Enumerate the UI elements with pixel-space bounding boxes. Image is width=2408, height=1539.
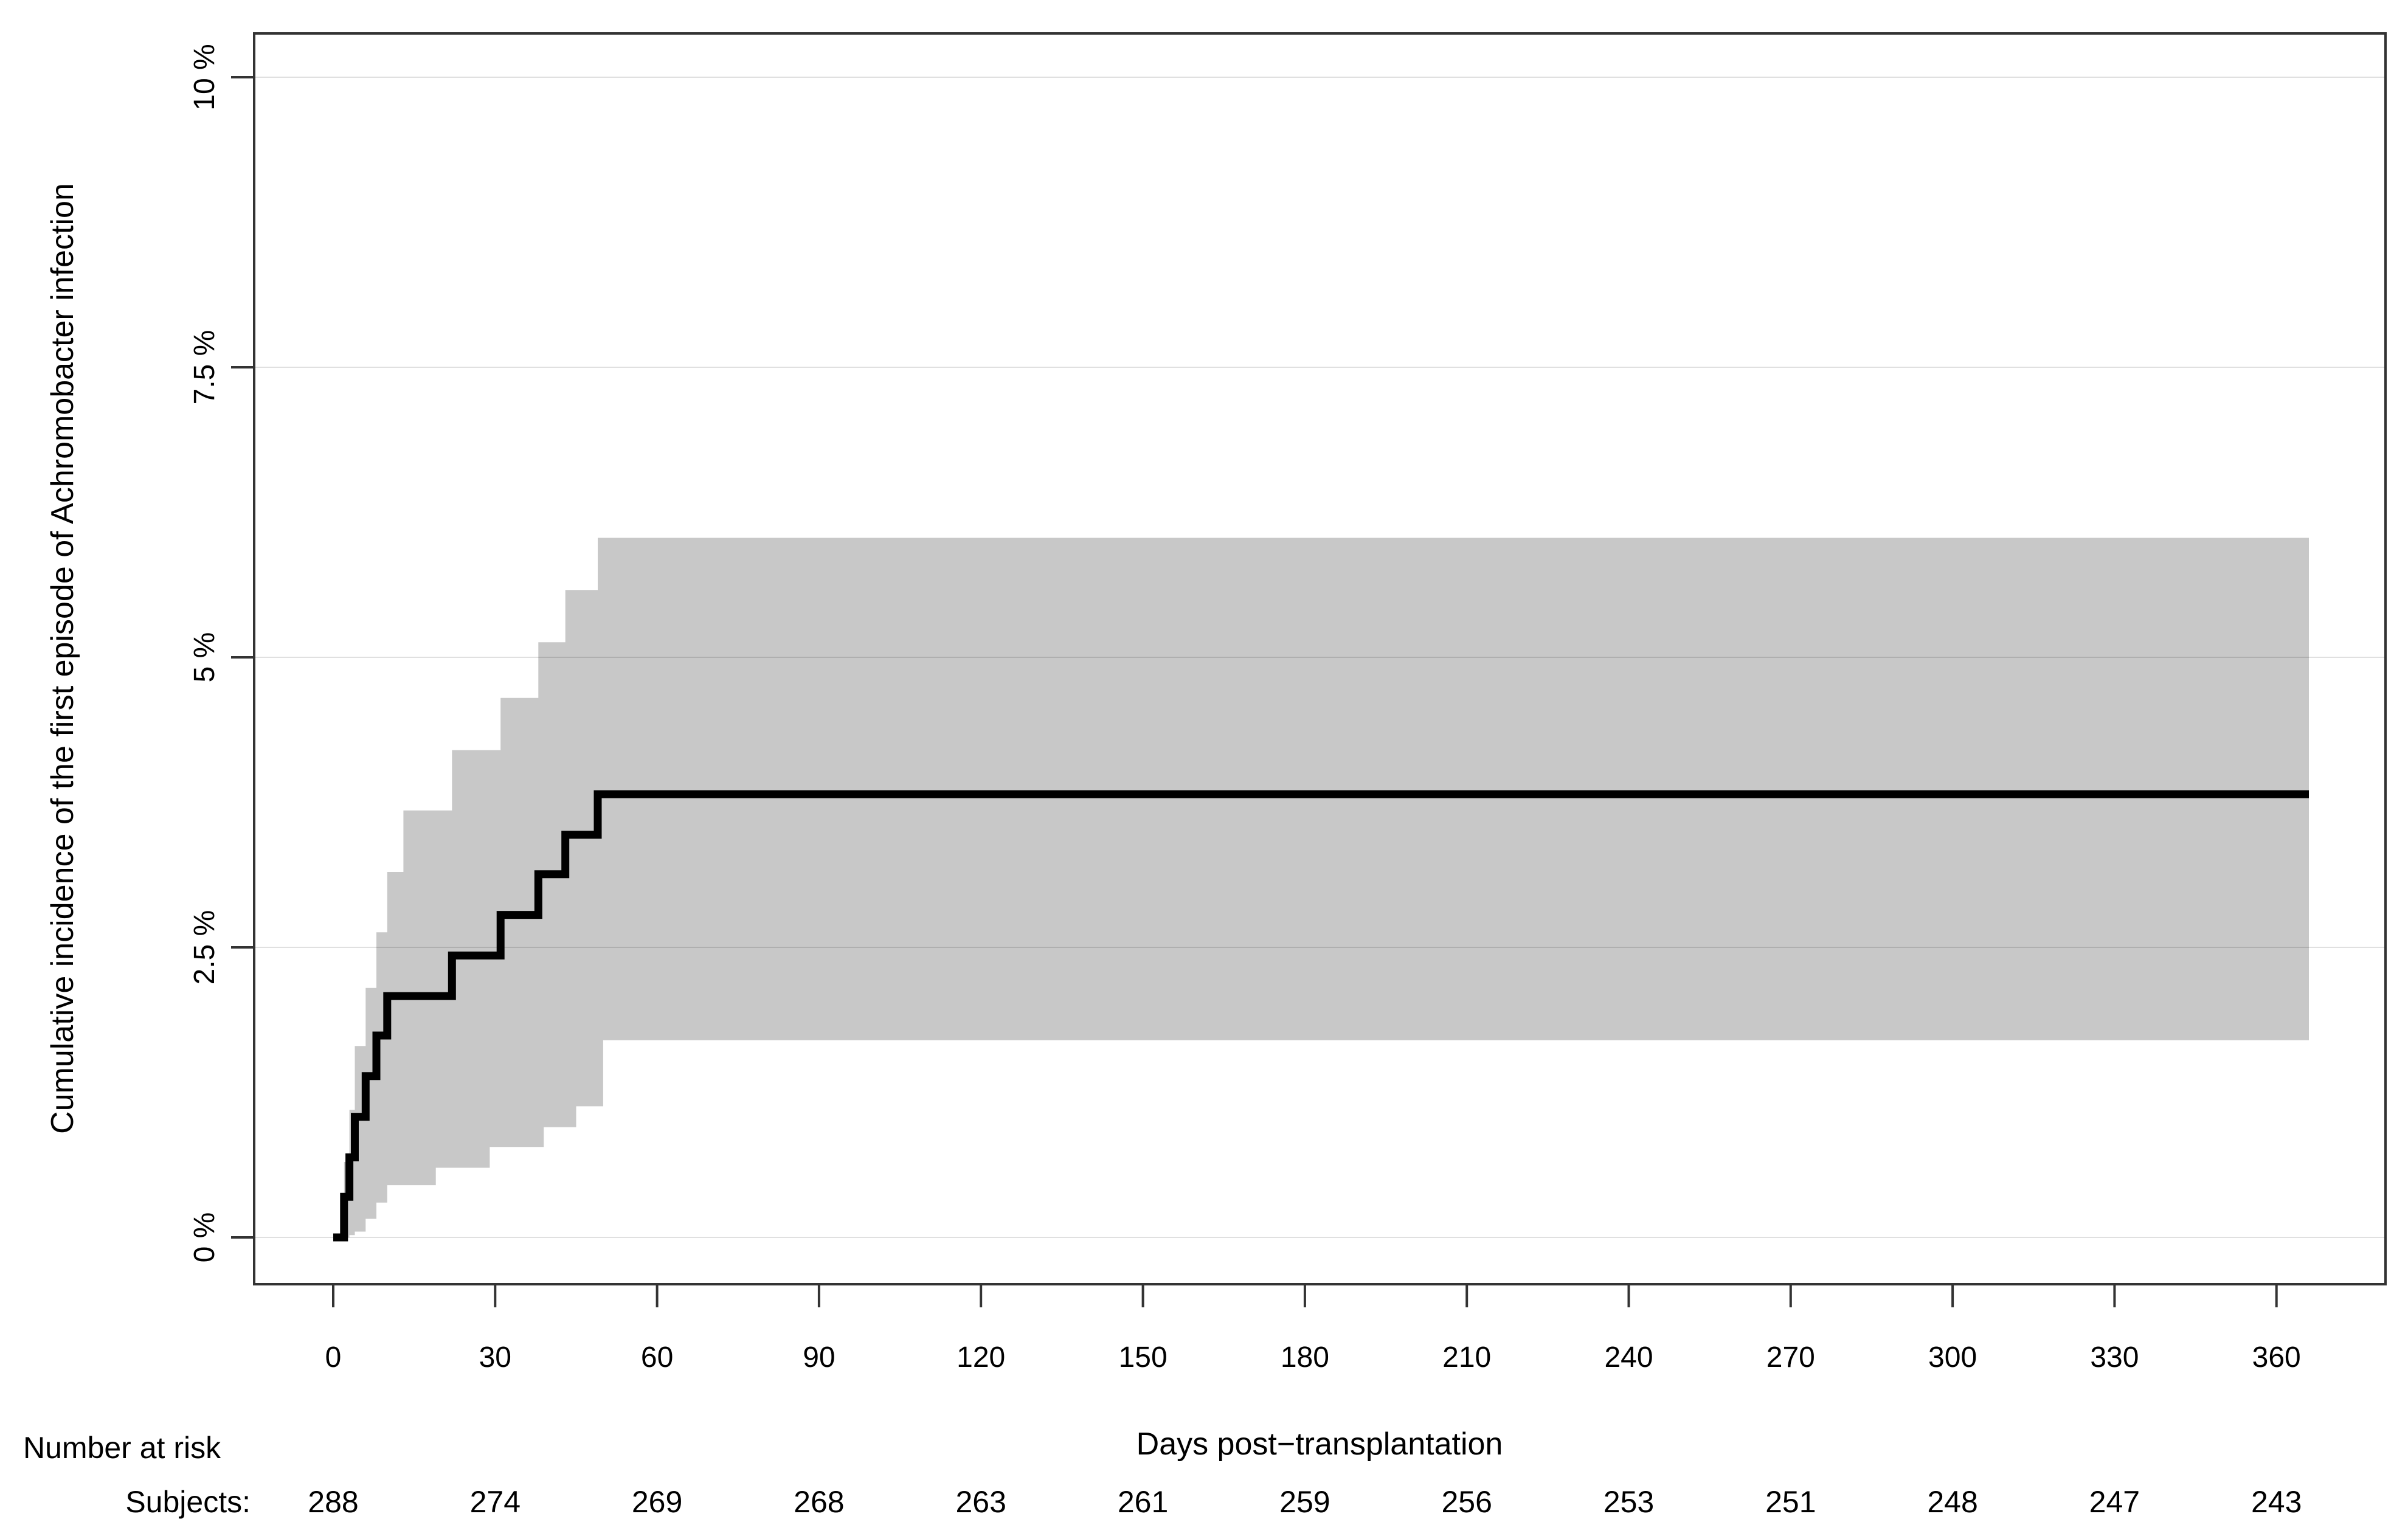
x-tick-labels: 0 30 60 90 120 150 180 210 240 270 300 330 360 bbox=[325, 1341, 2301, 1374]
risk-count-day-180: 259 bbox=[1279, 1485, 1330, 1519]
number-at-risk-values: 288 274 269 268 263 261 259 256 253 251 248 247 243 bbox=[308, 1485, 2302, 1519]
risk-count-day-300: 248 bbox=[1927, 1485, 1977, 1519]
risk-count-day-120: 263 bbox=[955, 1485, 1006, 1519]
risk-count-day-30: 274 bbox=[470, 1485, 521, 1519]
risk-count-day-150: 261 bbox=[1118, 1485, 1168, 1519]
y-tick-label-5: 5 % bbox=[189, 632, 221, 683]
x-tick-label-0: 0 bbox=[325, 1341, 342, 1374]
x-tick-label-270: 270 bbox=[1766, 1341, 1815, 1374]
subjects-row-label: Subjects: bbox=[125, 1485, 251, 1519]
y-tick-label-2.5: 2.5 % bbox=[189, 910, 221, 985]
y-axis-title: Cumulative incidence of the first episod… bbox=[45, 183, 80, 1134]
cumulative-incidence-line bbox=[333, 790, 2309, 1242]
risk-count-day-360: 243 bbox=[2251, 1485, 2302, 1519]
x-tick-label-300: 300 bbox=[1928, 1341, 1977, 1374]
risk-count-day-60: 269 bbox=[632, 1485, 682, 1519]
y-tick-label-7.5: 7.5 % bbox=[189, 330, 221, 405]
axis-ticks bbox=[231, 76, 2278, 1307]
ci95-band-area bbox=[344, 538, 2309, 1237]
confidence-band bbox=[344, 538, 2309, 1237]
x-axis-title: Days post−transplantation bbox=[1137, 1427, 1503, 1462]
plot-border bbox=[253, 32, 2387, 1285]
y-tick-label-10: 10 % bbox=[189, 44, 221, 110]
x-tick-label-60: 60 bbox=[641, 1341, 673, 1374]
risk-count-day-240: 253 bbox=[1604, 1485, 1654, 1519]
risk-count-day-270: 251 bbox=[1765, 1485, 1816, 1519]
gridlines bbox=[254, 77, 2386, 1238]
risk-count-day-0: 288 bbox=[308, 1485, 358, 1519]
risk-count-day-90: 268 bbox=[794, 1485, 844, 1519]
y-tick-labels: 0 % 2.5 % 5 % 7.5 % 10 % bbox=[189, 44, 221, 1262]
x-tick-label-180: 180 bbox=[1281, 1341, 1329, 1374]
x-tick-label-150: 150 bbox=[1119, 1341, 1168, 1374]
x-tick-label-210: 210 bbox=[1442, 1341, 1491, 1374]
x-tick-label-330: 330 bbox=[2090, 1341, 2139, 1374]
number-at-risk-header: Number at risk bbox=[23, 1431, 221, 1465]
risk-count-day-210: 256 bbox=[1441, 1485, 1492, 1519]
x-tick-label-240: 240 bbox=[1604, 1341, 1653, 1374]
x-tick-label-30: 30 bbox=[479, 1341, 511, 1374]
y-tick-label-0: 0 % bbox=[189, 1212, 221, 1263]
x-tick-label-90: 90 bbox=[803, 1341, 835, 1374]
x-tick-label-360: 360 bbox=[2252, 1341, 2301, 1374]
incidence-step-curve bbox=[333, 790, 2309, 1242]
x-tick-label-120: 120 bbox=[957, 1341, 1005, 1374]
risk-count-day-330: 247 bbox=[2089, 1485, 2140, 1519]
